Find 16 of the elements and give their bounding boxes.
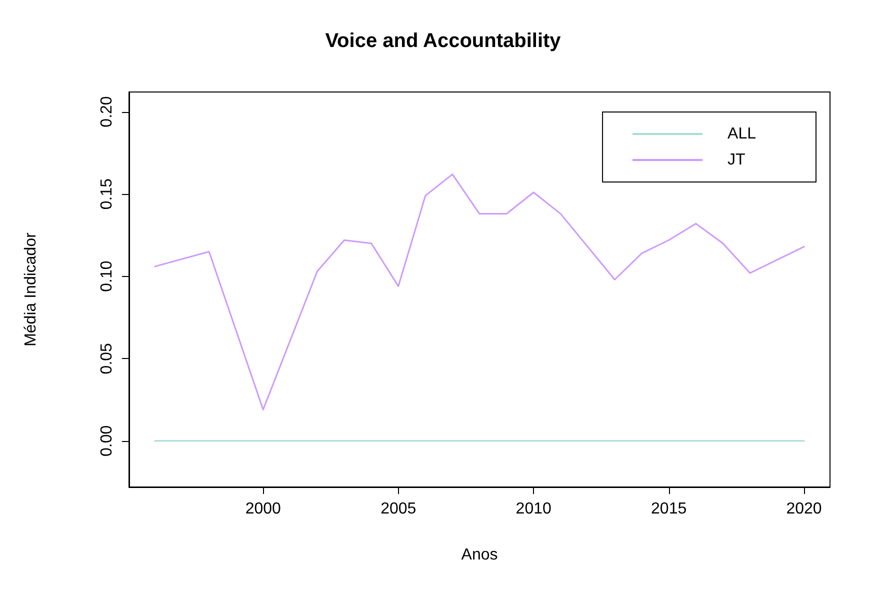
y-tick-label: 0.10	[98, 260, 116, 292]
x-tick-label: 2015	[651, 500, 687, 518]
legend-label: ALL	[728, 126, 756, 142]
line-series	[154, 174, 805, 410]
legend-label: JT	[728, 152, 746, 168]
x-axis-title: Anos	[461, 546, 498, 564]
x-tick-label: 2000	[245, 500, 282, 518]
x-tick-label: 2005	[380, 500, 416, 518]
y-tick-label: 0.00	[98, 425, 116, 456]
x-tick-label: 2020	[786, 500, 822, 518]
chart-title: Voice and Accountability	[325, 30, 562, 52]
y-axis-title: Média Indicador	[22, 232, 40, 346]
y-tick-label: 0.15	[98, 178, 116, 210]
y-tick-label: 0.05	[98, 342, 116, 374]
x-tick-label: 2010	[516, 500, 552, 518]
y-tick-label: 0.20	[98, 96, 116, 128]
